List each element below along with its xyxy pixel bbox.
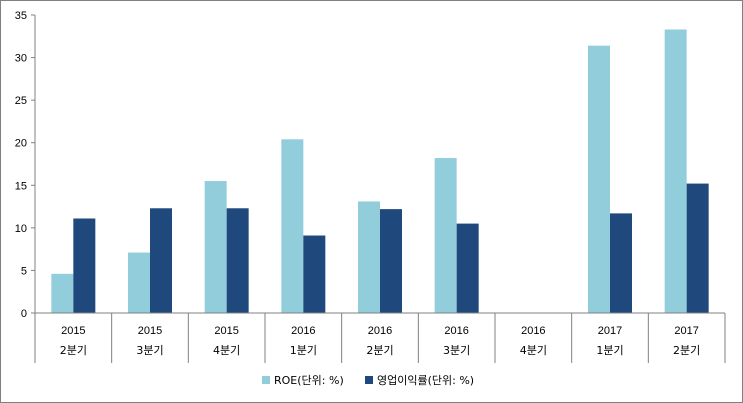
bar-operating-margin bbox=[456, 223, 479, 313]
bar-operating-margin bbox=[226, 208, 249, 313]
y-tick-label: 20 bbox=[15, 138, 27, 150]
y-tick-label: 25 bbox=[15, 95, 27, 107]
bar-roe bbox=[588, 45, 610, 313]
y-tick-label: 35 bbox=[15, 10, 27, 22]
bar-operating-margin bbox=[686, 183, 709, 313]
x-tick-label-year: 2015 bbox=[61, 325, 85, 337]
legend-swatch bbox=[262, 376, 270, 384]
x-tick-label-quarter: 3분기 bbox=[136, 344, 163, 357]
bar-operating-margin bbox=[73, 218, 96, 313]
legend-swatch bbox=[365, 376, 373, 384]
bar-operating-margin bbox=[150, 208, 172, 313]
x-tick-label-quarter: 4분기 bbox=[213, 344, 240, 357]
bar-operating-margin bbox=[610, 213, 632, 313]
x-tick-label-year: 2017 bbox=[674, 325, 698, 337]
bar-roe bbox=[128, 252, 150, 313]
bar-roe bbox=[204, 181, 227, 313]
y-tick-label: 0 bbox=[21, 308, 27, 320]
x-tick-label-year: 2016 bbox=[291, 325, 315, 337]
bar-roe bbox=[51, 273, 74, 313]
x-tick-label-year: 2016 bbox=[521, 325, 545, 337]
bar-operating-margin bbox=[303, 235, 326, 313]
y-tick-label: 5 bbox=[21, 265, 27, 277]
x-tick-label-year: 2015 bbox=[138, 325, 162, 337]
bar-roe bbox=[358, 201, 380, 313]
x-tick-label-year: 2016 bbox=[368, 325, 392, 337]
x-tick-label-quarter: 4분기 bbox=[520, 344, 547, 357]
x-tick-label-year: 2016 bbox=[444, 325, 468, 337]
x-tick-label-quarter: 2분기 bbox=[366, 344, 393, 357]
x-tick-label-quarter: 2분기 bbox=[673, 344, 700, 357]
y-tick-label: 15 bbox=[15, 180, 27, 192]
x-tick-label-year: 2017 bbox=[598, 325, 622, 337]
x-tick-label-quarter: 1분기 bbox=[290, 344, 317, 357]
x-tick-label-quarter: 3분기 bbox=[443, 344, 470, 357]
legend-label: ROE(단위: %) bbox=[274, 374, 344, 387]
bar-roe bbox=[281, 139, 304, 313]
y-tick-label: 10 bbox=[15, 223, 27, 235]
x-tick-label-year: 2015 bbox=[214, 325, 238, 337]
bar-operating-margin bbox=[380, 209, 402, 313]
bar-roe bbox=[664, 29, 687, 314]
bar-roe bbox=[434, 158, 457, 313]
y-tick-label: 30 bbox=[15, 53, 27, 65]
legend-label: 영업이익률(단위: %) bbox=[377, 374, 474, 387]
x-tick-label-quarter: 2분기 bbox=[60, 344, 87, 357]
x-tick-label-quarter: 1분기 bbox=[596, 344, 623, 357]
